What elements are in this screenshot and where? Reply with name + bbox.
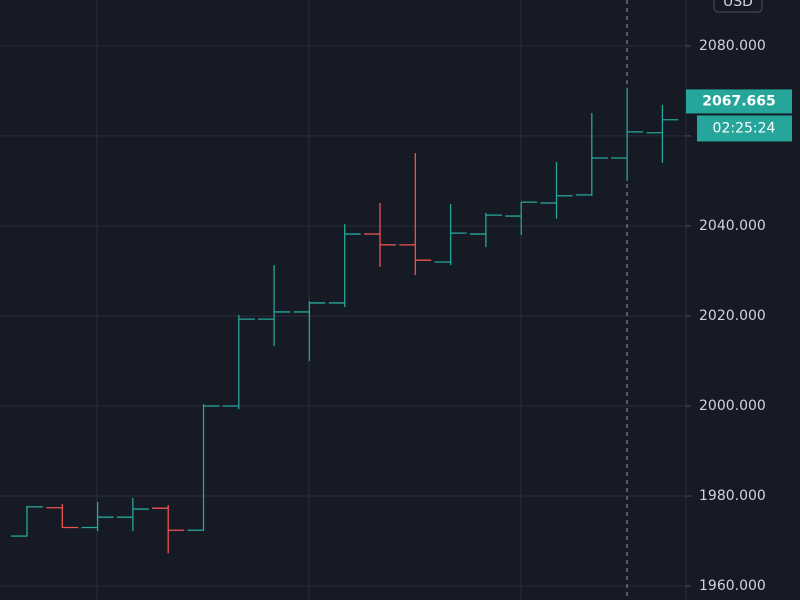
last-price-label: 2067.665 bbox=[702, 93, 776, 109]
currency-badge[interactable]: USD bbox=[713, 0, 763, 13]
y-tick-label: 2080.000 bbox=[699, 38, 766, 54]
countdown-label: 02:25:24 bbox=[713, 120, 776, 136]
y-tick-label: 2040.000 bbox=[699, 218, 766, 234]
grid bbox=[0, 0, 686, 600]
last-price-box bbox=[686, 89, 792, 114]
countdown-box bbox=[697, 115, 792, 142]
currency-label: USD bbox=[723, 0, 753, 10]
y-tick-label: 2000.000 bbox=[699, 398, 766, 414]
y-tick-label: 1960.000 bbox=[699, 578, 766, 594]
currency-box bbox=[713, 0, 763, 13]
y-tick-label: 1980.000 bbox=[699, 488, 766, 504]
y-tick-label: 2020.000 bbox=[699, 308, 766, 324]
